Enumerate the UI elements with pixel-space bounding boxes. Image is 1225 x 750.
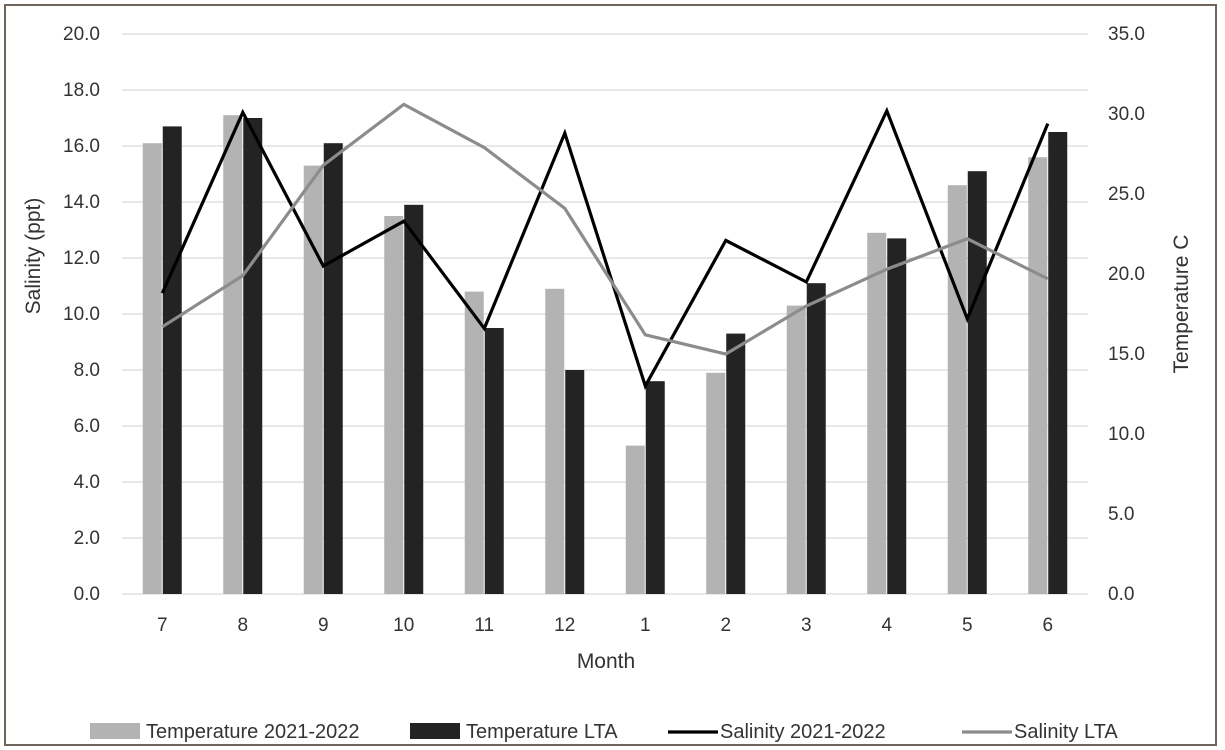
y-left-tick-label: 8.0 xyxy=(74,360,100,381)
bar-temperature-2021-2022 xyxy=(464,291,484,594)
bar-temperature-2021-2022 xyxy=(867,232,887,595)
x-tick-label: 6 xyxy=(1042,615,1053,636)
y-right-tick-label: 15.0 xyxy=(1108,344,1145,365)
bar-temperature-lta xyxy=(565,370,585,594)
y-right-tick-label: 10.0 xyxy=(1108,424,1145,445)
x-tick-label: 10 xyxy=(393,615,414,636)
y-right-tick-label: 25.0 xyxy=(1108,184,1145,205)
x-tick-label: 8 xyxy=(237,615,248,636)
tick-labels: 0.0 2.0 4.0 6.0 8.0 10.0 12.0 14.0 16.0 18.0 20.0 0… xyxy=(63,24,1145,636)
y-left-tick-label: 12.0 xyxy=(63,248,100,269)
bar-temperature-2021-2022 xyxy=(625,445,645,594)
y-left-tick-label: 2.0 xyxy=(74,528,100,549)
legend: Temperature 2021-2022 Temperature LTA Sali… xyxy=(90,721,1118,743)
bar-temperature-2021-2022 xyxy=(545,288,565,594)
bar-temperature-lta xyxy=(404,204,424,595)
x-tick-label: 1 xyxy=(640,615,651,636)
x-tick-label: 12 xyxy=(554,615,575,636)
y-left-tick-label: 0.0 xyxy=(74,584,100,605)
y-right-tick-label: 30.0 xyxy=(1108,104,1145,125)
bar-temperature-lta xyxy=(645,381,665,594)
legend-swatch-temperature-lta xyxy=(410,723,460,739)
x-tick-label: 11 xyxy=(474,615,494,636)
x-tick-label: 3 xyxy=(801,615,812,636)
bar-temperature-lta xyxy=(484,328,504,594)
y-right-tick-label: 35.0 xyxy=(1108,24,1145,45)
bar-temperature-lta xyxy=(243,118,263,594)
legend-label: Temperature LTA xyxy=(466,721,618,743)
bar-temperature-lta xyxy=(162,126,182,595)
bar-temperature-lta xyxy=(726,333,746,594)
legend-label: Temperature 2021-2022 xyxy=(146,721,359,743)
bars xyxy=(142,115,1068,595)
y-left-tick-label: 14.0 xyxy=(63,192,100,213)
bar-temperature-2021-2022 xyxy=(1028,157,1048,594)
x-tick-label: 9 xyxy=(318,615,329,636)
x-tick-label: 4 xyxy=(881,615,892,636)
bar-temperature-lta xyxy=(323,143,343,594)
line-salinity-2021-2022 xyxy=(160,106,1050,391)
y-right-tick-label: 0.0 xyxy=(1108,584,1134,605)
y-axis-title-left: Salinity (ppt) xyxy=(22,198,45,315)
y-right-tick-label: 20.0 xyxy=(1108,264,1145,285)
bar-temperature-2021-2022 xyxy=(786,305,806,594)
bar-temperature-lta xyxy=(887,238,907,594)
y-left-tick-label: 20.0 xyxy=(63,24,100,45)
legend-swatch-temperature-2021-2022 xyxy=(90,723,140,739)
y-left-tick-label: 18.0 xyxy=(63,80,100,101)
y-left-tick-label: 10.0 xyxy=(63,304,100,325)
bar-temperature-lta xyxy=(967,171,987,594)
bar-temperature-lta xyxy=(1048,132,1068,594)
y-left-tick-label: 6.0 xyxy=(74,416,100,437)
legend-label: Salinity LTA xyxy=(1014,721,1118,743)
bar-temperature-2021-2022 xyxy=(223,115,243,594)
line-salinity-lta xyxy=(161,102,1049,356)
lines xyxy=(160,102,1050,391)
x-tick-label: 2 xyxy=(720,615,731,636)
x-axis-title: Month xyxy=(577,650,635,673)
bar-temperature-2021-2022 xyxy=(384,216,404,594)
y-left-tick-label: 4.0 xyxy=(74,472,100,493)
y-right-tick-label: 5.0 xyxy=(1108,504,1134,525)
bar-temperature-2021-2022 xyxy=(947,185,967,594)
bar-temperature-lta xyxy=(806,283,826,594)
x-tick-label: 5 xyxy=(962,615,973,636)
chart-frame xyxy=(4,4,1217,746)
legend-label: Salinity 2021-2022 xyxy=(720,721,886,743)
gridlines xyxy=(122,33,1088,595)
y-left-tick-label: 16.0 xyxy=(63,136,100,157)
bar-temperature-2021-2022 xyxy=(303,165,323,594)
y-axis-title-right: Temperature C xyxy=(1170,235,1193,374)
bar-temperature-2021-2022 xyxy=(142,143,162,594)
bar-temperature-2021-2022 xyxy=(706,372,726,594)
x-tick-label: 7 xyxy=(157,615,168,636)
